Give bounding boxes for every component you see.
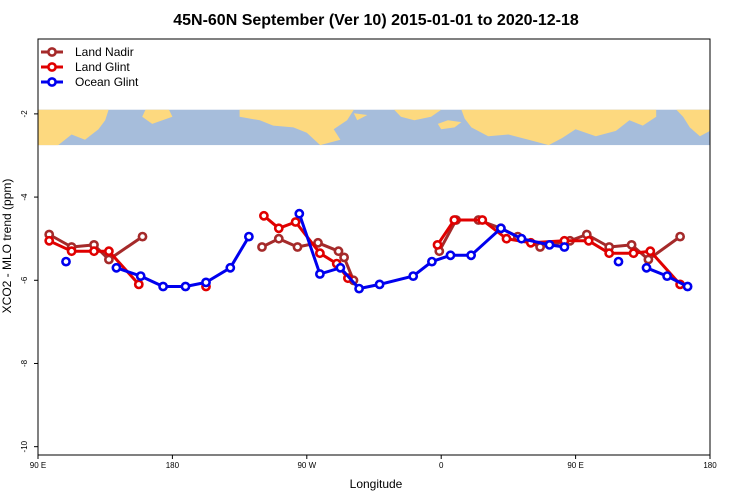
data-point — [61, 256, 71, 267]
data-point — [613, 256, 624, 267]
data-point — [104, 254, 114, 265]
data-point — [225, 262, 236, 273]
x-tick-label: 180 — [166, 461, 180, 470]
data-point — [495, 223, 506, 234]
x-tick-label: 0 — [439, 461, 444, 470]
map-land-shape — [353, 113, 368, 121]
x-axis: 90 E 180 90 W 0 90 E 180 — [30, 455, 717, 470]
data-point — [314, 269, 325, 279]
series-ocean-glint — [61, 208, 693, 294]
data-point — [273, 233, 284, 244]
data-point — [426, 256, 437, 267]
data-point — [66, 246, 77, 257]
data-point — [201, 277, 211, 288]
data-point — [466, 250, 476, 261]
data-point — [290, 217, 301, 227]
data-point — [682, 281, 693, 292]
data-point — [374, 279, 385, 290]
data-point — [628, 248, 639, 259]
data-point — [104, 246, 114, 257]
data-point — [158, 281, 168, 292]
legend-label: Land Glint — [75, 60, 130, 74]
data-point — [339, 252, 349, 263]
data-point — [257, 242, 267, 252]
legend-label: Ocean Glint — [75, 75, 139, 89]
chart-title: 45N-60N September (Ver 10) 2015-01-01 to… — [173, 12, 579, 29]
data-point — [180, 281, 191, 292]
x-axis-label: Longitude — [350, 477, 403, 491]
data-point — [559, 242, 570, 252]
map-land-shape — [239, 109, 354, 146]
data-point — [544, 239, 555, 250]
data-point — [135, 271, 146, 281]
y-axis-label: XCO2 - MLO trend (ppm) — [0, 179, 14, 314]
legend-marker — [47, 62, 57, 72]
data-point — [292, 242, 303, 252]
data-point — [354, 283, 364, 294]
legend-marker — [47, 47, 57, 57]
data-point — [111, 262, 122, 273]
data-point — [662, 271, 672, 281]
legend-marker — [47, 77, 57, 87]
y-axis: -2 -4 -6 -8 -10 — [20, 110, 38, 452]
data-point — [89, 246, 99, 257]
data-point — [501, 233, 512, 244]
y-tick-label: -2 — [20, 110, 29, 118]
series-line — [115, 235, 251, 288]
y-tick-label: -8 — [20, 359, 29, 367]
legend-label: Land Nadir — [75, 45, 134, 59]
data-point — [645, 246, 656, 257]
plot-frame — [37, 38, 711, 456]
data-point — [243, 231, 254, 242]
data-point — [477, 215, 488, 225]
y-tick-label: -6 — [20, 276, 29, 284]
data-point — [273, 223, 284, 234]
data-point — [314, 248, 325, 259]
x-tick-label: 180 — [703, 461, 717, 470]
map-land-shape — [676, 109, 710, 137]
x-tick-label: 90 W — [297, 461, 316, 470]
data-point — [313, 237, 323, 248]
data-point — [333, 246, 344, 257]
data-point — [675, 231, 685, 242]
map-land-shape — [38, 109, 109, 146]
data-point — [432, 239, 443, 250]
data-point — [258, 210, 269, 221]
map-land-shape — [394, 109, 442, 121]
data-point — [408, 271, 419, 281]
x-tick-label: 90 E — [30, 461, 46, 470]
x-tick-label: 90 E — [567, 461, 583, 470]
map-land-shape — [142, 109, 173, 124]
y-tick-label: -4 — [20, 193, 29, 201]
y-tick-label: -10 — [20, 440, 29, 452]
data-point — [137, 231, 148, 242]
map-land-shape — [461, 109, 657, 146]
data-point — [294, 208, 305, 219]
data-point — [335, 262, 346, 273]
map-band — [38, 109, 710, 146]
data-point — [641, 262, 652, 273]
data-point — [445, 250, 456, 261]
data-point — [604, 248, 615, 259]
map-land-shape — [437, 120, 462, 130]
data-point — [44, 235, 55, 246]
data-point — [133, 279, 144, 290]
series-layer — [44, 208, 693, 294]
data-point — [583, 235, 594, 246]
data-point — [643, 254, 654, 265]
map-land — [38, 109, 710, 146]
data-point — [449, 215, 460, 225]
data-point — [626, 239, 637, 250]
data-point — [516, 233, 527, 244]
